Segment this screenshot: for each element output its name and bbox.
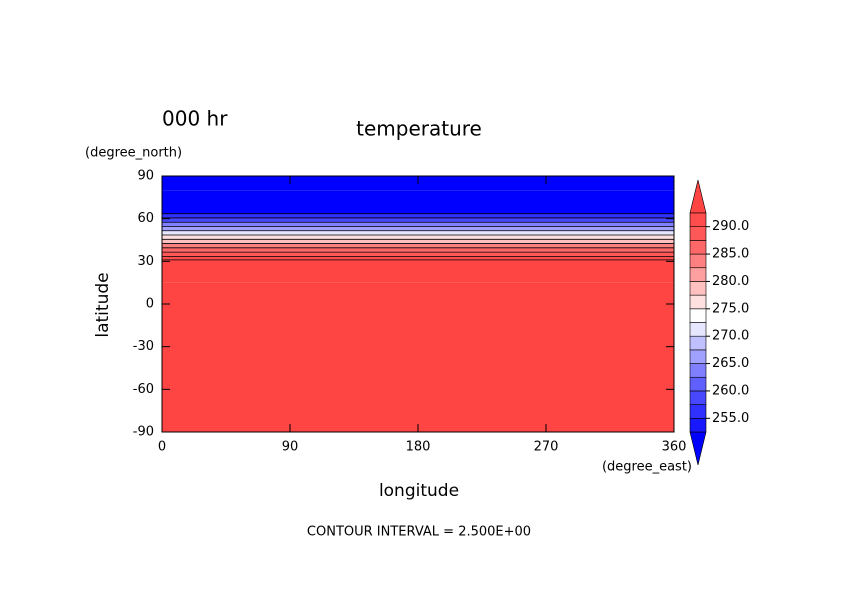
colorbar-label: 255.0 xyxy=(712,411,749,426)
colorbar-box xyxy=(689,390,707,405)
footnote: CONTOUR INTERVAL = 2.500E+00 xyxy=(307,525,531,540)
colorbar-label: 260.0 xyxy=(712,383,749,398)
contour-band xyxy=(162,243,674,248)
x-tick-label: 270 xyxy=(534,440,559,455)
colorbar-label: 270.0 xyxy=(712,329,749,344)
y-tick-label: 60 xyxy=(137,211,154,226)
chart-title: temperature xyxy=(356,117,482,141)
contour-band xyxy=(162,259,674,283)
colorbar-label: 285.0 xyxy=(712,247,749,262)
colorbar-box xyxy=(689,404,707,419)
colorbar-label: 290.0 xyxy=(712,219,749,234)
contour-band xyxy=(162,282,674,368)
contour-band xyxy=(162,226,674,231)
contour-band xyxy=(162,208,674,214)
colorbar-box xyxy=(689,294,707,310)
y-tick-label: -90 xyxy=(133,425,154,440)
y-tick-label: 90 xyxy=(137,169,154,184)
x-tick-label: 360 xyxy=(662,440,687,455)
colorbar-box xyxy=(689,418,707,433)
contour-band xyxy=(162,247,674,253)
x-axis-label: longitude xyxy=(379,481,459,501)
contour-band xyxy=(162,235,674,240)
y-unit: (degree_north) xyxy=(85,146,182,161)
y-tick-label: -60 xyxy=(133,382,154,397)
colorbar-box xyxy=(689,363,707,378)
colorbar-high xyxy=(689,179,707,214)
contour-band xyxy=(162,230,674,236)
y-tick-label: -30 xyxy=(133,339,154,354)
colorbar-box xyxy=(689,240,707,255)
x-tick-label: 0 xyxy=(158,440,166,455)
colorbar-box xyxy=(689,376,707,392)
colorbar-box xyxy=(689,308,707,323)
contour-band xyxy=(162,190,674,208)
colorbar-box xyxy=(689,226,707,241)
colorbar-label: 265.0 xyxy=(712,356,749,371)
colorbar-box xyxy=(689,322,707,337)
colorbar-box xyxy=(689,267,707,282)
colorbar-box xyxy=(689,349,707,364)
x-tick-label: 90 xyxy=(282,440,299,455)
y-tick-label: 30 xyxy=(137,254,154,269)
contour-band xyxy=(162,217,674,223)
colorbar-label: 280.0 xyxy=(712,274,749,289)
colorbar-low xyxy=(689,431,707,466)
contour-band xyxy=(162,222,674,227)
contour-band xyxy=(162,239,674,244)
contour-band xyxy=(162,213,674,218)
colorbar-box xyxy=(689,281,707,296)
contour-band xyxy=(162,256,674,260)
colorbar-label: 275.0 xyxy=(712,301,749,316)
y-axis-label: latitude xyxy=(93,272,113,337)
contour-band xyxy=(162,252,674,257)
contour-band xyxy=(162,368,674,432)
time-label: 000 hr xyxy=(162,107,228,131)
colorbar-box xyxy=(689,335,707,351)
y-tick-label: 0 xyxy=(146,297,154,312)
x-tick-label: 180 xyxy=(406,440,431,455)
x-unit: (degree_east) xyxy=(602,460,692,475)
colorbar-box xyxy=(689,253,707,269)
colorbar-box xyxy=(689,212,707,227)
